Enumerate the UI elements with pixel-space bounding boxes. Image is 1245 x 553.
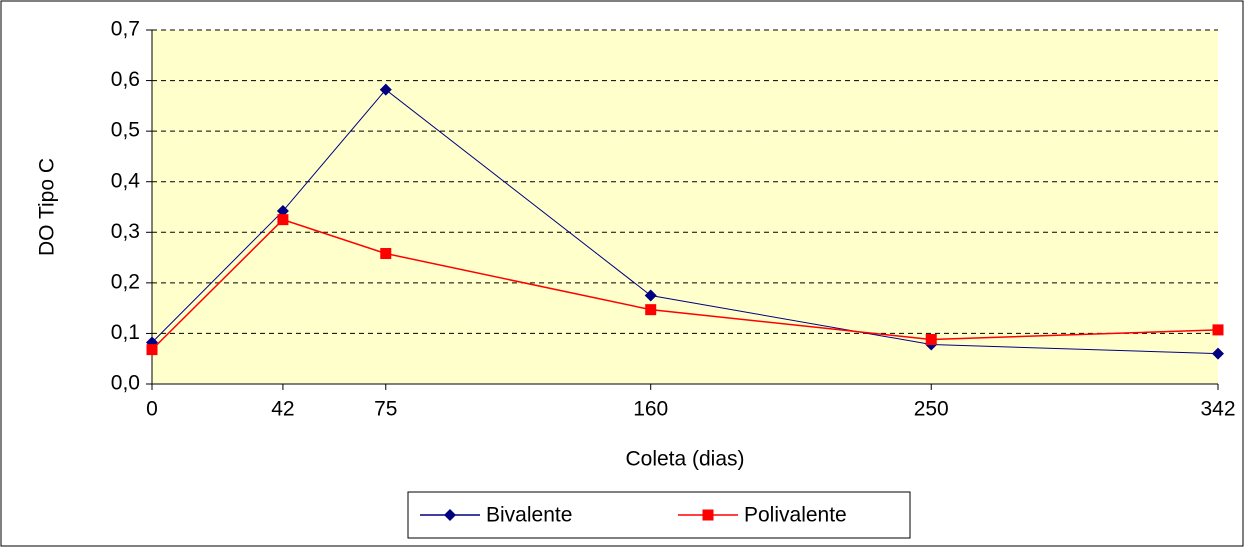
y-tick-label: 0,4 bbox=[111, 169, 141, 192]
point bbox=[1212, 324, 1224, 336]
x-tick-label: 42 bbox=[271, 398, 294, 421]
y-tick-label: 0,7 bbox=[111, 18, 140, 41]
x-axis-title: Coleta (dias) bbox=[625, 448, 744, 471]
legend-label: Bivalente bbox=[486, 504, 572, 527]
y-tick-label: 0,3 bbox=[111, 220, 140, 243]
plot-area bbox=[152, 30, 1218, 384]
y-tick-label: 0,6 bbox=[111, 68, 140, 91]
legend-marker bbox=[702, 509, 714, 521]
point bbox=[645, 304, 657, 316]
x-tick-label: 342 bbox=[1200, 398, 1235, 421]
x-tick-label: 0 bbox=[146, 398, 158, 421]
x-tick-label: 250 bbox=[914, 398, 949, 421]
point bbox=[146, 344, 158, 356]
point bbox=[379, 83, 392, 96]
point bbox=[925, 333, 937, 345]
series-line bbox=[151, 88, 1219, 355]
y-tick-label: 0,5 bbox=[111, 119, 140, 142]
y-tick-label: 0,1 bbox=[111, 321, 140, 344]
legend-label: Polivalente bbox=[744, 504, 847, 527]
y-tick-label: 0,2 bbox=[111, 270, 140, 293]
point bbox=[1212, 347, 1224, 360]
y-axis-title: DO Tipo C bbox=[36, 158, 59, 256]
point bbox=[276, 205, 289, 218]
point bbox=[380, 248, 392, 260]
legend bbox=[407, 491, 911, 539]
x-tick-label: 160 bbox=[633, 398, 668, 421]
x-tick-label: 75 bbox=[374, 398, 397, 421]
point bbox=[277, 214, 289, 226]
legend-marker bbox=[444, 509, 456, 521]
series-line bbox=[151, 218, 1219, 351]
y-tick-label: 0,0 bbox=[111, 372, 140, 395]
point bbox=[644, 289, 657, 302]
